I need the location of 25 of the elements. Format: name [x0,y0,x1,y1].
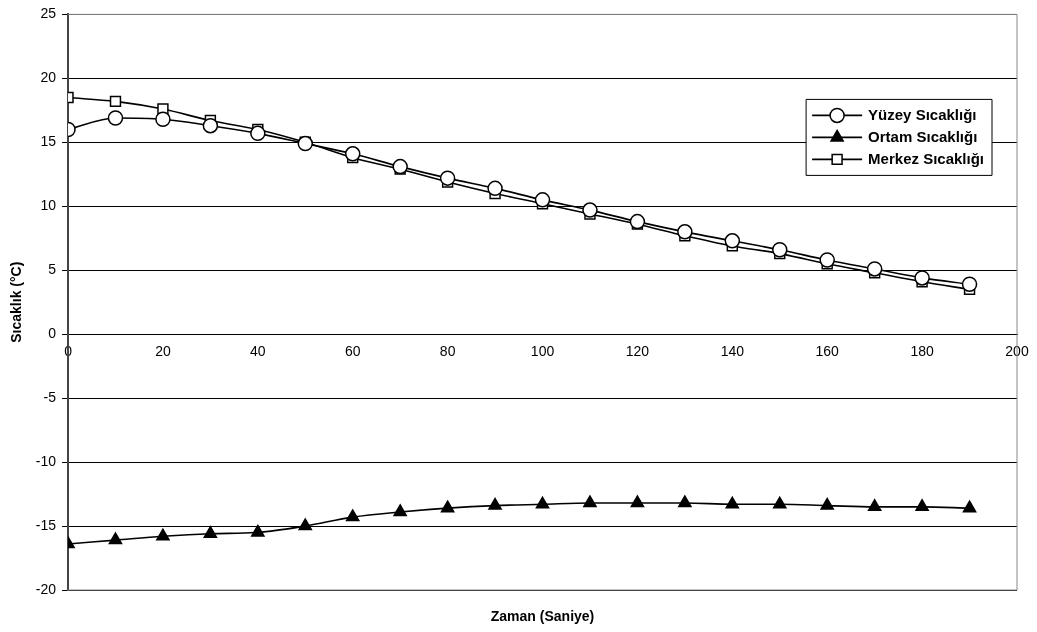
x-tick-label: 140 [720,343,745,360]
x-tick-label: 100 [530,343,555,360]
y-axis-title: Sıcaklık (°C) [8,261,25,343]
x-axis-title: Zaman (Saniye) [490,607,595,624]
x-tick-label: 180 [910,343,934,360]
x-tick-label: 20 [155,343,171,360]
x-tick-label: 120 [625,343,650,360]
x-tick-label: 60 [344,343,361,360]
y-tick-label: -10 [35,452,57,469]
y-tick-label: 0 [48,325,57,342]
y-tick-label: 25 [40,5,57,22]
y-tick-label: 20 [40,69,57,86]
x-tick-label: 80 [439,343,456,360]
x-tick-label: 40 [250,343,266,360]
y-tick-label: 15 [40,133,57,150]
y-tick-label: -15 [35,516,57,533]
y-tick-label: -20 [35,580,57,597]
y-tick-label: -5 [43,388,57,405]
y-tick-label: 5 [48,261,57,278]
x-tick-label: 160 [815,343,840,360]
x-tick-label: 200 [1005,343,1029,360]
legend-label: Yüzey Sıcaklığı [868,105,977,123]
legend-label: Merkez Sıcaklığı [868,149,985,167]
y-tick-label: 10 [40,197,57,214]
legend-label: Ortam Sıcaklığı [868,127,978,145]
